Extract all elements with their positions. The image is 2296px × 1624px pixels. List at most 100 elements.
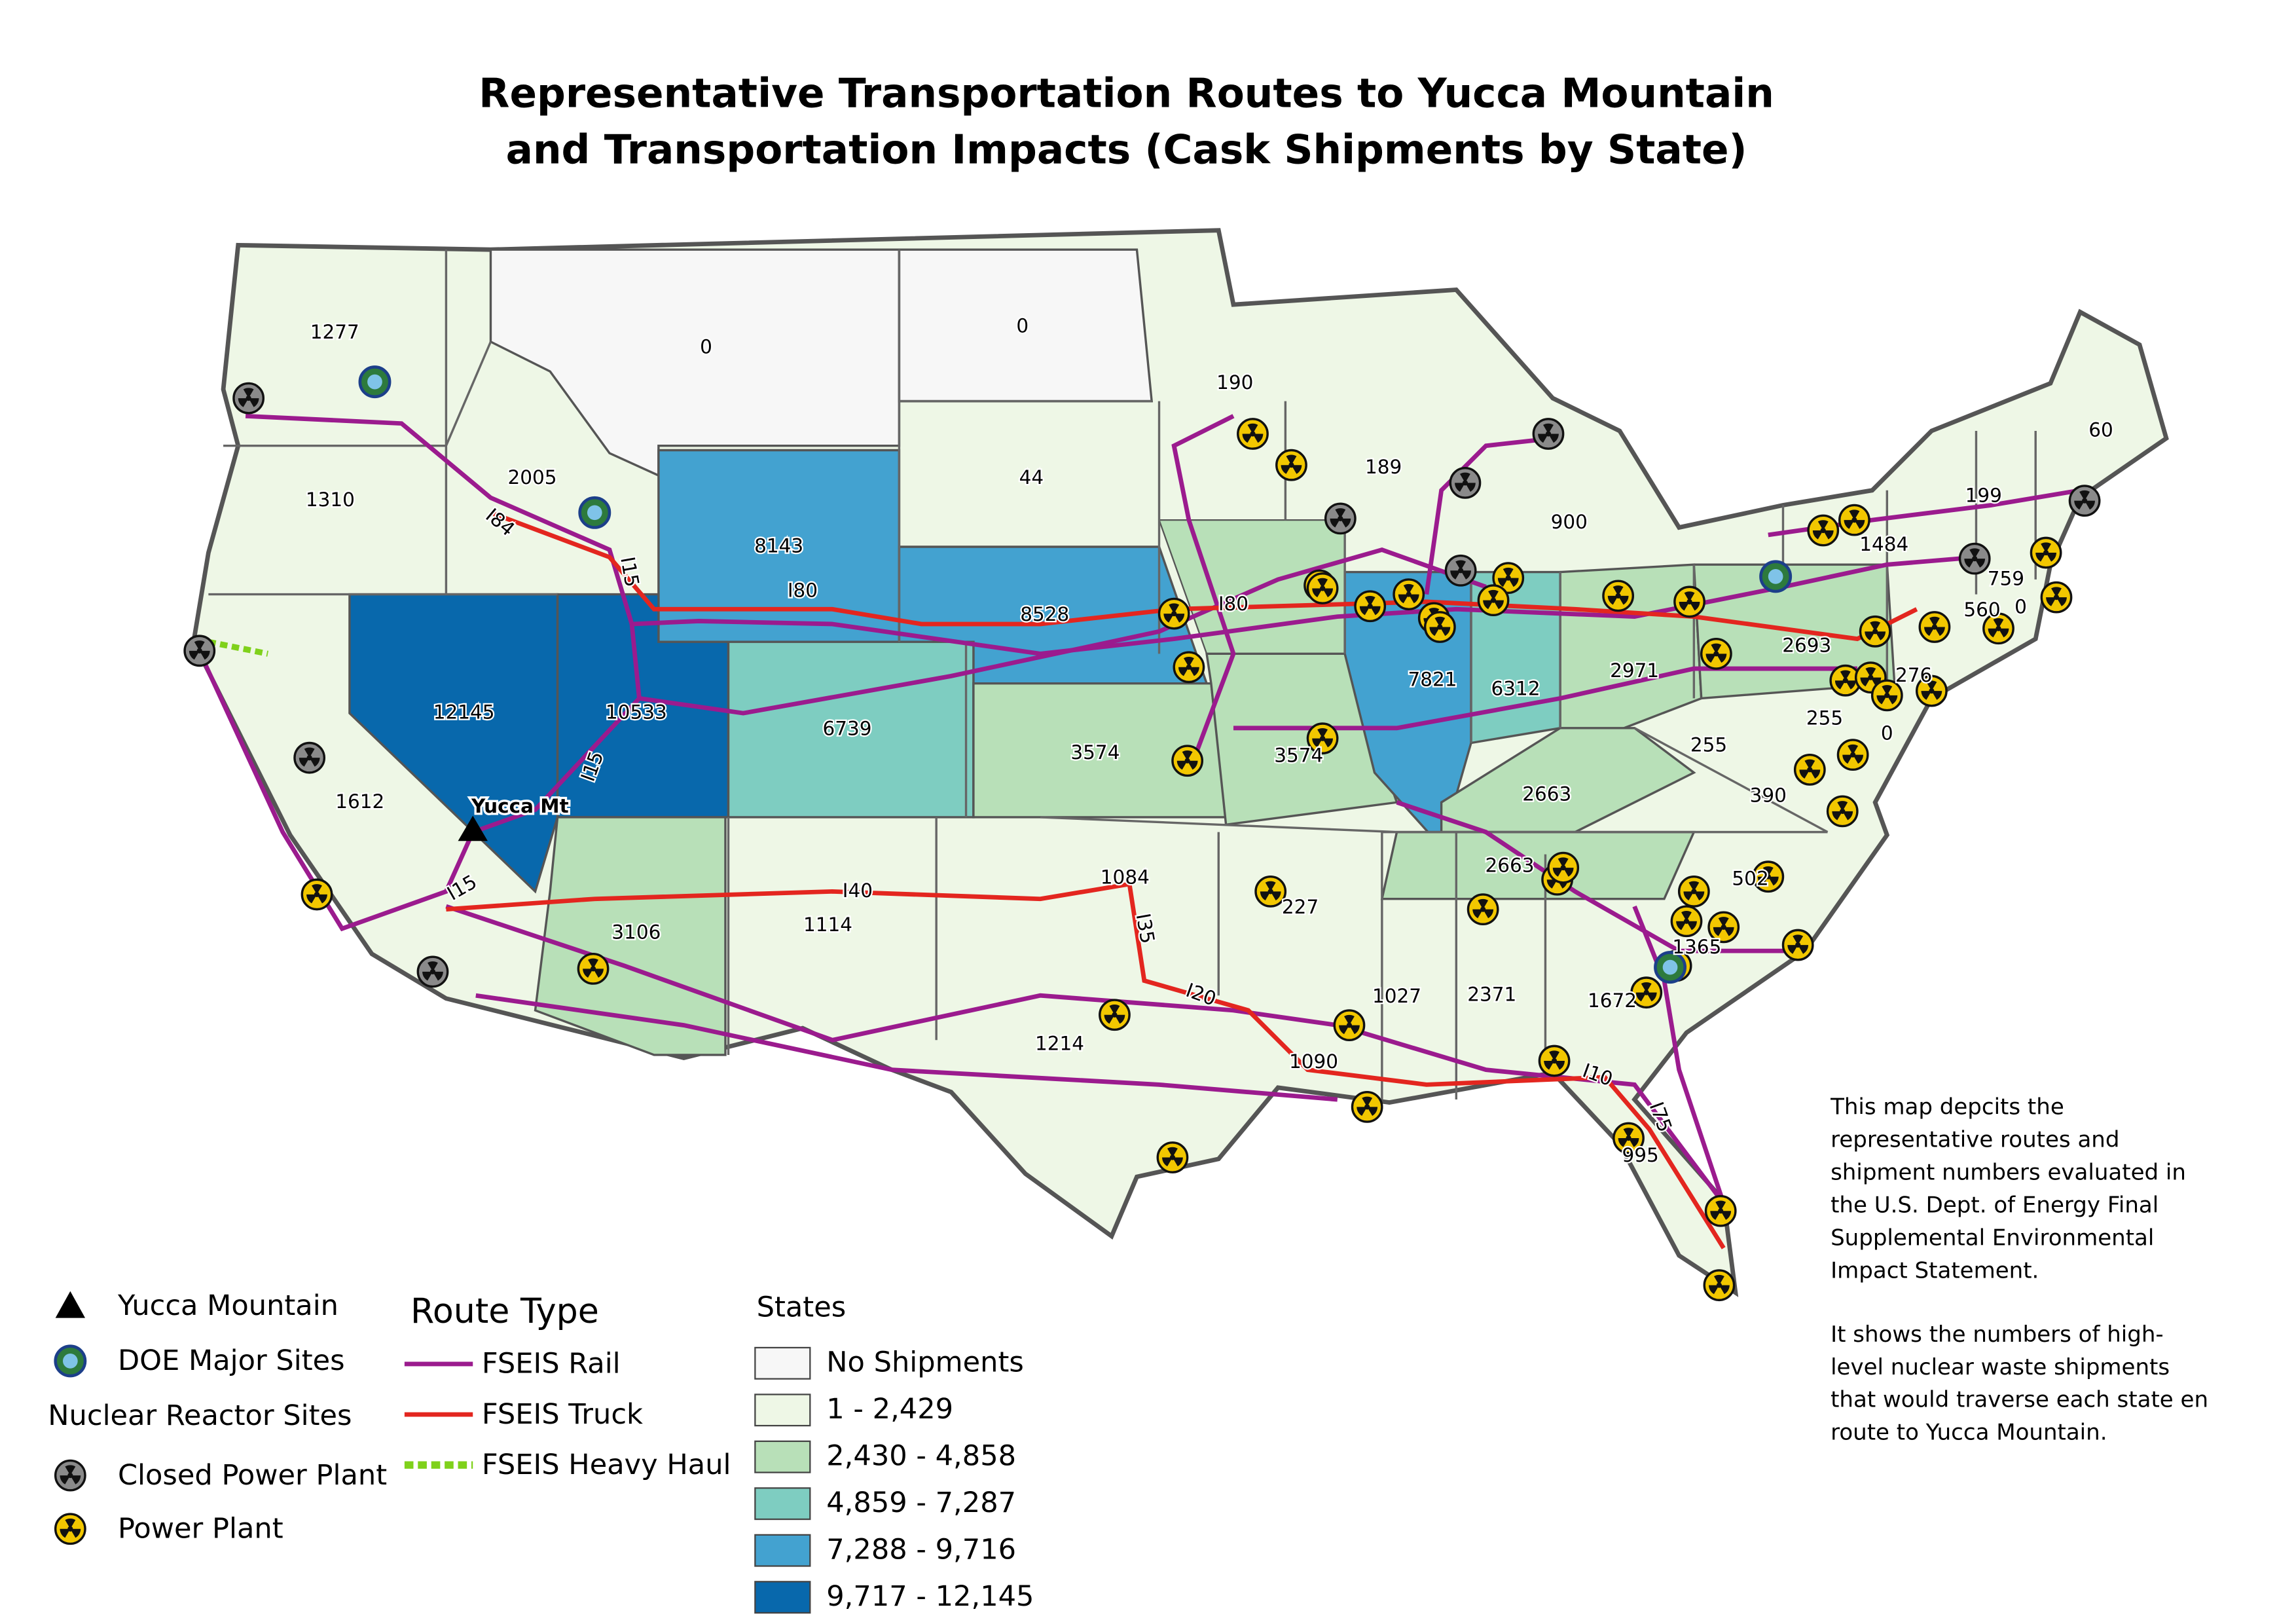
power-plant: [1838, 740, 1867, 769]
power-plant: [1352, 1092, 1381, 1122]
legend-closed: [56, 1460, 85, 1490]
state-label: 3574: [1274, 744, 1323, 766]
site-markers: [185, 367, 2100, 1300]
yucca-marker: [458, 815, 488, 841]
heavy-haul-route: [208, 638, 269, 657]
legend-label: Power Plant: [118, 1513, 283, 1545]
note-line: level nuclear waste shipments: [1831, 1354, 2170, 1380]
rail-route: [1233, 666, 1857, 731]
legend-label: Closed Power Plant: [118, 1459, 387, 1492]
power-plant: [1425, 612, 1455, 642]
state-label: 2693: [1782, 635, 1831, 657]
state-label: 255: [1690, 734, 1727, 756]
rail-route: [475, 993, 1338, 1102]
state-label: 502: [1732, 868, 1768, 890]
closed-plant: [1960, 544, 1990, 573]
state-label: 276: [1895, 664, 1932, 686]
legend-label: 1 - 2,429: [826, 1393, 953, 1426]
legend-label: DOE Major Sites: [118, 1344, 345, 1377]
doe-site: [360, 367, 390, 396]
state-label: 3106: [611, 921, 661, 943]
state-label: 0: [1016, 315, 1029, 337]
note-line: representative routes and: [1831, 1127, 2119, 1153]
legend-swatch: [754, 1534, 811, 1567]
closed-plant: [1450, 468, 1480, 498]
power-plant: [1603, 581, 1633, 610]
state-label: 189: [1365, 456, 1402, 478]
state-label: 190: [1216, 371, 1253, 394]
state-label: 7821: [1408, 669, 1457, 691]
state-label: 3574: [1070, 741, 1120, 764]
rail-route: [1171, 414, 1236, 774]
site-label: Yucca Mt: [471, 795, 569, 817]
legend-doe: [56, 1346, 85, 1376]
rail-route: [472, 623, 642, 834]
state-label: 2005: [507, 466, 556, 489]
power-plant: [1795, 755, 1825, 784]
state-label: 44: [1019, 466, 1044, 489]
power-plant: [1840, 505, 1869, 534]
state-label: 1090: [1289, 1050, 1338, 1073]
legend-swatch: [754, 1487, 811, 1521]
state-shape: [1205, 652, 1398, 826]
legend-swatch: [754, 1440, 811, 1473]
rail-route: [191, 638, 475, 932]
power-plant: [1548, 853, 1578, 882]
state-label: 390: [1750, 784, 1787, 807]
state-label: 1612: [335, 790, 384, 813]
state-label: 2971: [1610, 659, 1659, 682]
rail-route: [1396, 800, 1798, 953]
legend-heading: Route Type: [410, 1292, 599, 1331]
rail-route: [1632, 905, 1726, 1204]
legend-swatch: [754, 1393, 811, 1427]
state-label: 900: [1551, 511, 1588, 533]
state-label: 199: [1965, 484, 2002, 506]
state-label: 560: [1963, 599, 2000, 621]
legend-label: FSEIS Truck: [482, 1398, 643, 1431]
power-plant: [1157, 1143, 1187, 1172]
routes: [191, 413, 2081, 1249]
doe-site: [1760, 562, 1790, 591]
closed-plant: [1533, 419, 1563, 449]
legend-label: Yucca Mountain: [117, 1289, 338, 1322]
state-label: 2663: [1522, 783, 1571, 805]
closed-plant: [2069, 486, 2099, 515]
power-plant: [2031, 538, 2060, 567]
doe-site: [580, 498, 610, 527]
state-label: 8143: [754, 534, 803, 557]
power-plant: [1706, 1196, 1736, 1226]
legend-label: FSEIS Rail: [482, 1348, 621, 1380]
note-line: route to Yucca Mountain.: [1831, 1420, 2107, 1446]
state-label: 0: [2014, 596, 2027, 618]
power-plant: [1808, 515, 1838, 545]
title-line: and Transportation Impacts (Cask Shipmen…: [506, 127, 1747, 174]
power-plant: [1159, 599, 1189, 628]
state-label: 1365: [1672, 936, 1721, 958]
legend: Yucca Mountain DOE Major Sites Nuclear Rea…: [48, 1289, 1034, 1614]
route-label: I80: [788, 580, 818, 602]
state-label: 1484: [1859, 533, 1908, 555]
note-line: that would traverse each state en: [1831, 1387, 2208, 1413]
state-label: 255: [1806, 707, 1843, 729]
closed-plant: [234, 383, 263, 413]
closed-plant: [295, 743, 324, 772]
note: This map depcits the representative route…: [1830, 1094, 2208, 1446]
power-plant: [1355, 591, 1385, 621]
closed-plant: [1446, 556, 1475, 585]
state-label: 0: [700, 335, 712, 358]
power-plant: [1174, 652, 1203, 682]
legend-label: 4,859 - 7,287: [826, 1486, 1016, 1519]
state-label: 1277: [310, 321, 359, 343]
note-line: It shows the numbers of high-: [1831, 1321, 2164, 1348]
state-label: 10533: [606, 701, 667, 724]
power-plant: [1539, 1046, 1569, 1075]
legend-label: FSEIS Heavy Haul: [482, 1449, 731, 1481]
power-plant: [1394, 580, 1423, 609]
power-plant: [1675, 587, 1704, 616]
state-label: 60: [2088, 419, 2113, 441]
route-label: I40: [843, 879, 873, 902]
state-label: 995: [1622, 1144, 1659, 1166]
state-label: 1084: [1101, 866, 1150, 888]
power-plant: [1671, 906, 1701, 936]
